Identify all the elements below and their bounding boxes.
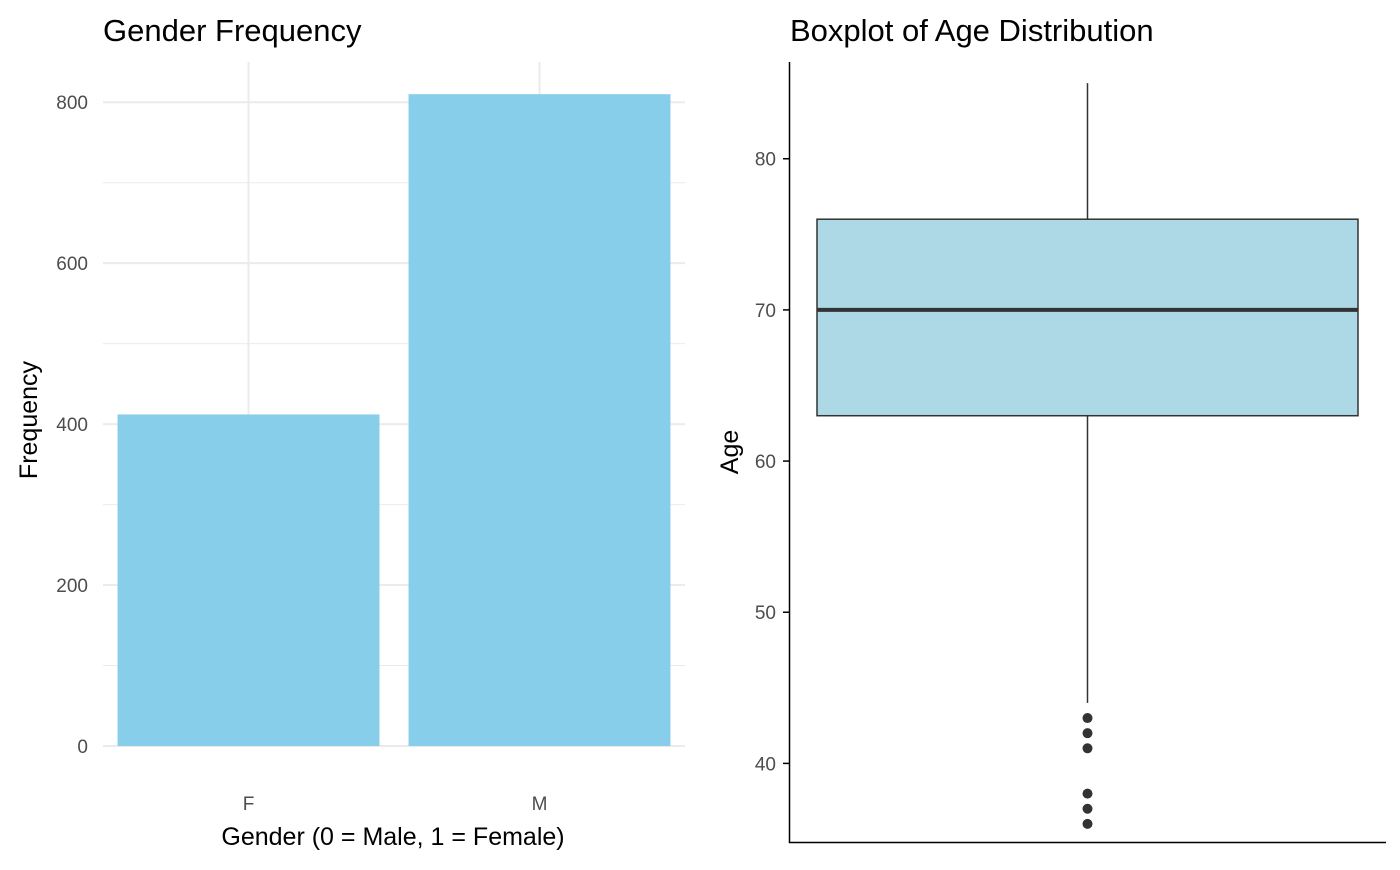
- boxplot-title: Boxplot of Age Distribution: [790, 13, 1154, 48]
- bar-chart-x-tick-label: F: [243, 794, 255, 815]
- boxplot-y-tick-label: 60: [755, 452, 776, 473]
- boxplot-outlier-point: [1082, 743, 1093, 754]
- bar-M: [408, 94, 671, 746]
- boxplot-y-axis-title: Age: [716, 430, 744, 474]
- boxplot-box: [816, 218, 1359, 417]
- bar-chart-x-tick-label: M: [532, 794, 548, 815]
- boxplot-y-tick-label: 50: [755, 603, 776, 624]
- bar-chart-y-tick-label: 600: [56, 254, 88, 275]
- boxplot-outlier-point: [1082, 803, 1093, 814]
- boxplot-outlier-point: [1082, 713, 1093, 724]
- bar-chart-title: Gender Frequency: [103, 13, 362, 48]
- boxplot-marks: [816, 83, 1359, 829]
- bar-chart-y-tick-label: 200: [56, 576, 88, 597]
- bar-chart-y-tick-label: 400: [56, 415, 88, 436]
- bar-chart-y-axis-title: Frequency: [15, 360, 43, 479]
- boxplot-y-tick-label: 40: [755, 754, 776, 775]
- boxplot-y-ticks: 40 50 60 70 80: [755, 150, 789, 775]
- boxplot-y-tick-label: 80: [755, 150, 776, 171]
- bar-chart-x-axis-title: Gender (0 = Male, 1 = Female): [221, 823, 564, 851]
- bar-chart-y-tick-label: 800: [56, 93, 88, 114]
- bar-chart-bars: [117, 94, 671, 746]
- bar-chart-y-tick-label: 0: [77, 737, 88, 758]
- bar-F: [117, 414, 380, 746]
- boxplot-y-tick-label: 70: [755, 301, 776, 322]
- boxplot-outlier-point: [1082, 788, 1093, 799]
- boxplot-outlier-point: [1082, 818, 1093, 829]
- boxplot-panel: Boxplot of Age Distribution 40 50 60 70 80 A…: [716, 13, 1386, 844]
- boxplot-outlier-point: [1082, 728, 1093, 739]
- bar-chart-y-ticks: 0 200 400 600 800: [56, 93, 88, 758]
